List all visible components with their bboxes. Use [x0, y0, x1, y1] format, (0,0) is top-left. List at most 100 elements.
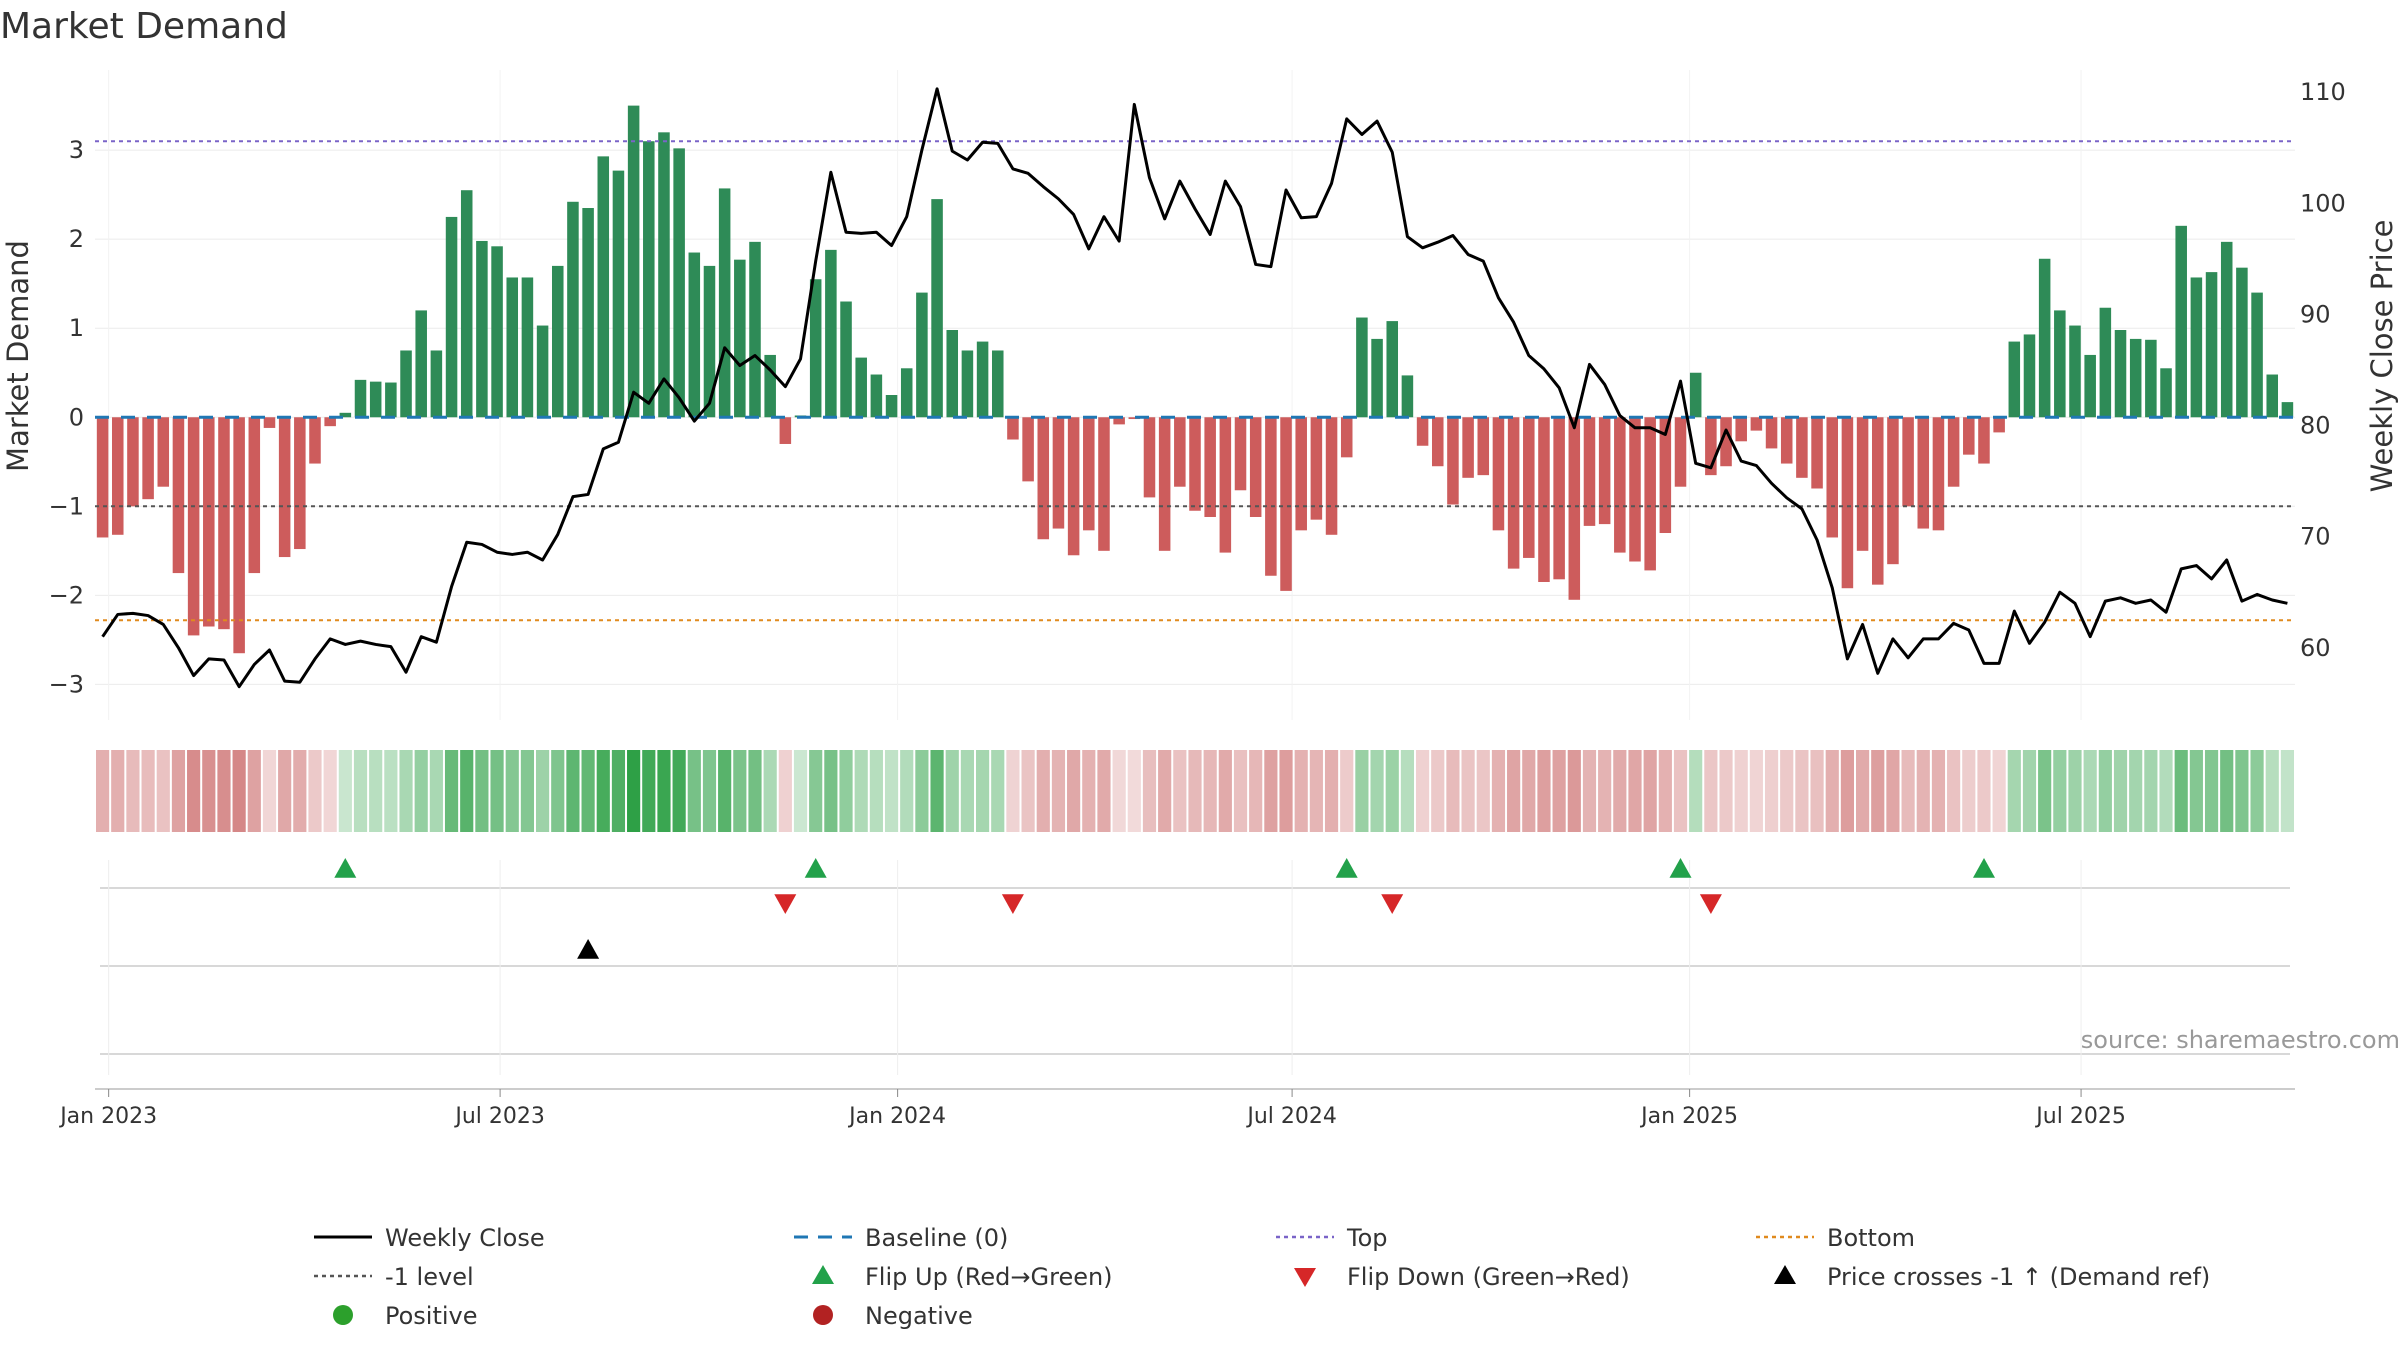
demand-bar [415, 310, 427, 418]
demand-bar [1811, 417, 1823, 489]
heat-cell [187, 750, 201, 832]
heat-cell [642, 750, 656, 832]
heat-cell [1218, 750, 1232, 832]
heat-cell [1598, 750, 1612, 832]
flip-down-marker [774, 894, 797, 914]
heat-cell [1931, 750, 1946, 832]
heat-cell [1461, 750, 1475, 832]
y-tick-label: 2 [69, 225, 84, 253]
flip-down-marker [1381, 894, 1404, 914]
demand-bar [1265, 417, 1277, 576]
y-tick-label: −1 [49, 492, 84, 520]
demand-bar [870, 374, 883, 418]
heat-cell [1795, 750, 1809, 832]
demand-bar [309, 417, 321, 464]
heat-cell [839, 750, 853, 832]
demand-bar [1871, 417, 1884, 585]
heat-cell [1886, 750, 1900, 832]
price-line [101, 87, 2288, 689]
heat-cell [2007, 750, 2021, 832]
heat-cell [778, 750, 792, 832]
demand-bar [1735, 417, 1747, 442]
demand-bar [385, 382, 397, 418]
heat-cell [1567, 750, 1581, 832]
demand-bar [1219, 417, 1232, 553]
demand-bar [2160, 368, 2172, 418]
heat-cell [976, 750, 990, 832]
axis-ticks: −3 −2 −1 0 1 2 3 60 70 80 90 100 110 [49, 78, 2346, 698]
demand-bar [2145, 339, 2157, 418]
heat-cell [1734, 750, 1748, 832]
demand-bar [991, 350, 1004, 418]
demand-bar [1083, 417, 1095, 531]
demand-bar [734, 259, 746, 418]
heat-cell [854, 750, 868, 832]
heat-cell [2174, 750, 2188, 832]
demand-bar [1158, 417, 1171, 551]
heat-cell [1264, 750, 1278, 832]
demand-bar [1568, 417, 1581, 600]
heat-cell [1977, 750, 1991, 832]
legend-swatch [333, 1305, 353, 1325]
heat-cell [1142, 750, 1157, 832]
heat-cell [217, 750, 231, 832]
demand-bar [445, 216, 458, 418]
x-tick-label: Jan 2023 [58, 1104, 157, 1129]
demand-bar [1947, 417, 1960, 487]
heat-cell [505, 750, 519, 832]
heat-cell [414, 750, 428, 832]
demand-bar [172, 417, 185, 574]
heat-cell [1582, 750, 1597, 832]
heat-cell [2204, 750, 2219, 832]
flip-up-marker [1335, 858, 1358, 878]
heat-cell [1643, 750, 1657, 832]
heat-cell [702, 750, 717, 832]
demand-bars [96, 105, 2294, 654]
heat-cell [1309, 750, 1323, 832]
demand-bar [1932, 417, 1945, 531]
demand-bar [218, 417, 230, 630]
date-axis: Jan 2023 Jul 2023 Jan 2024 Jul 2024 Jan 2025… [58, 1088, 2295, 1129]
heat-cell [596, 750, 610, 832]
demand-bar [142, 417, 154, 500]
heat-cell [733, 750, 747, 832]
heat-cell [247, 750, 261, 832]
heat-cell [551, 750, 565, 832]
demand-bar [1052, 417, 1065, 529]
demand-bar [1796, 417, 1808, 478]
demand-bar [521, 277, 534, 418]
demand-bar [1128, 417, 1141, 420]
demand-bar [1674, 417, 1687, 487]
demand-bar [1249, 417, 1262, 517]
demand-bar [1659, 417, 1672, 534]
heat-cell [1780, 750, 1794, 832]
demand-bar [2251, 292, 2263, 418]
heat-cell [293, 750, 307, 832]
demand-bar [1174, 417, 1186, 487]
demand-bar [1477, 417, 1490, 476]
heat-cell [308, 750, 322, 832]
reference-lines [95, 140, 2295, 622]
demand-bar [248, 417, 261, 574]
demand-bar [612, 170, 625, 418]
demand-bar [1098, 417, 1110, 551]
x-tick-label: Jul 2023 [453, 1104, 545, 1129]
demand-bar [1431, 417, 1444, 467]
heat-cell [1249, 750, 1263, 832]
demand-bar [2175, 225, 2187, 418]
demand-bar [1371, 338, 1383, 418]
heat-cell [2083, 750, 2097, 832]
x-tick-label: Jul 2025 [2034, 1104, 2126, 1129]
event-markers [100, 858, 2290, 1075]
demand-bar [157, 417, 170, 487]
heat-cell [991, 750, 1005, 832]
demand-bar [627, 105, 640, 418]
heat-cell [1082, 750, 1096, 832]
heat-cell [1704, 750, 1718, 832]
heat-cell [1340, 750, 1354, 832]
heat-cell [202, 750, 216, 832]
heat-cell [384, 750, 398, 832]
legend-label: Baseline (0) [865, 1224, 1008, 1252]
heat-cell [111, 750, 125, 832]
heat-cell [2129, 750, 2143, 832]
